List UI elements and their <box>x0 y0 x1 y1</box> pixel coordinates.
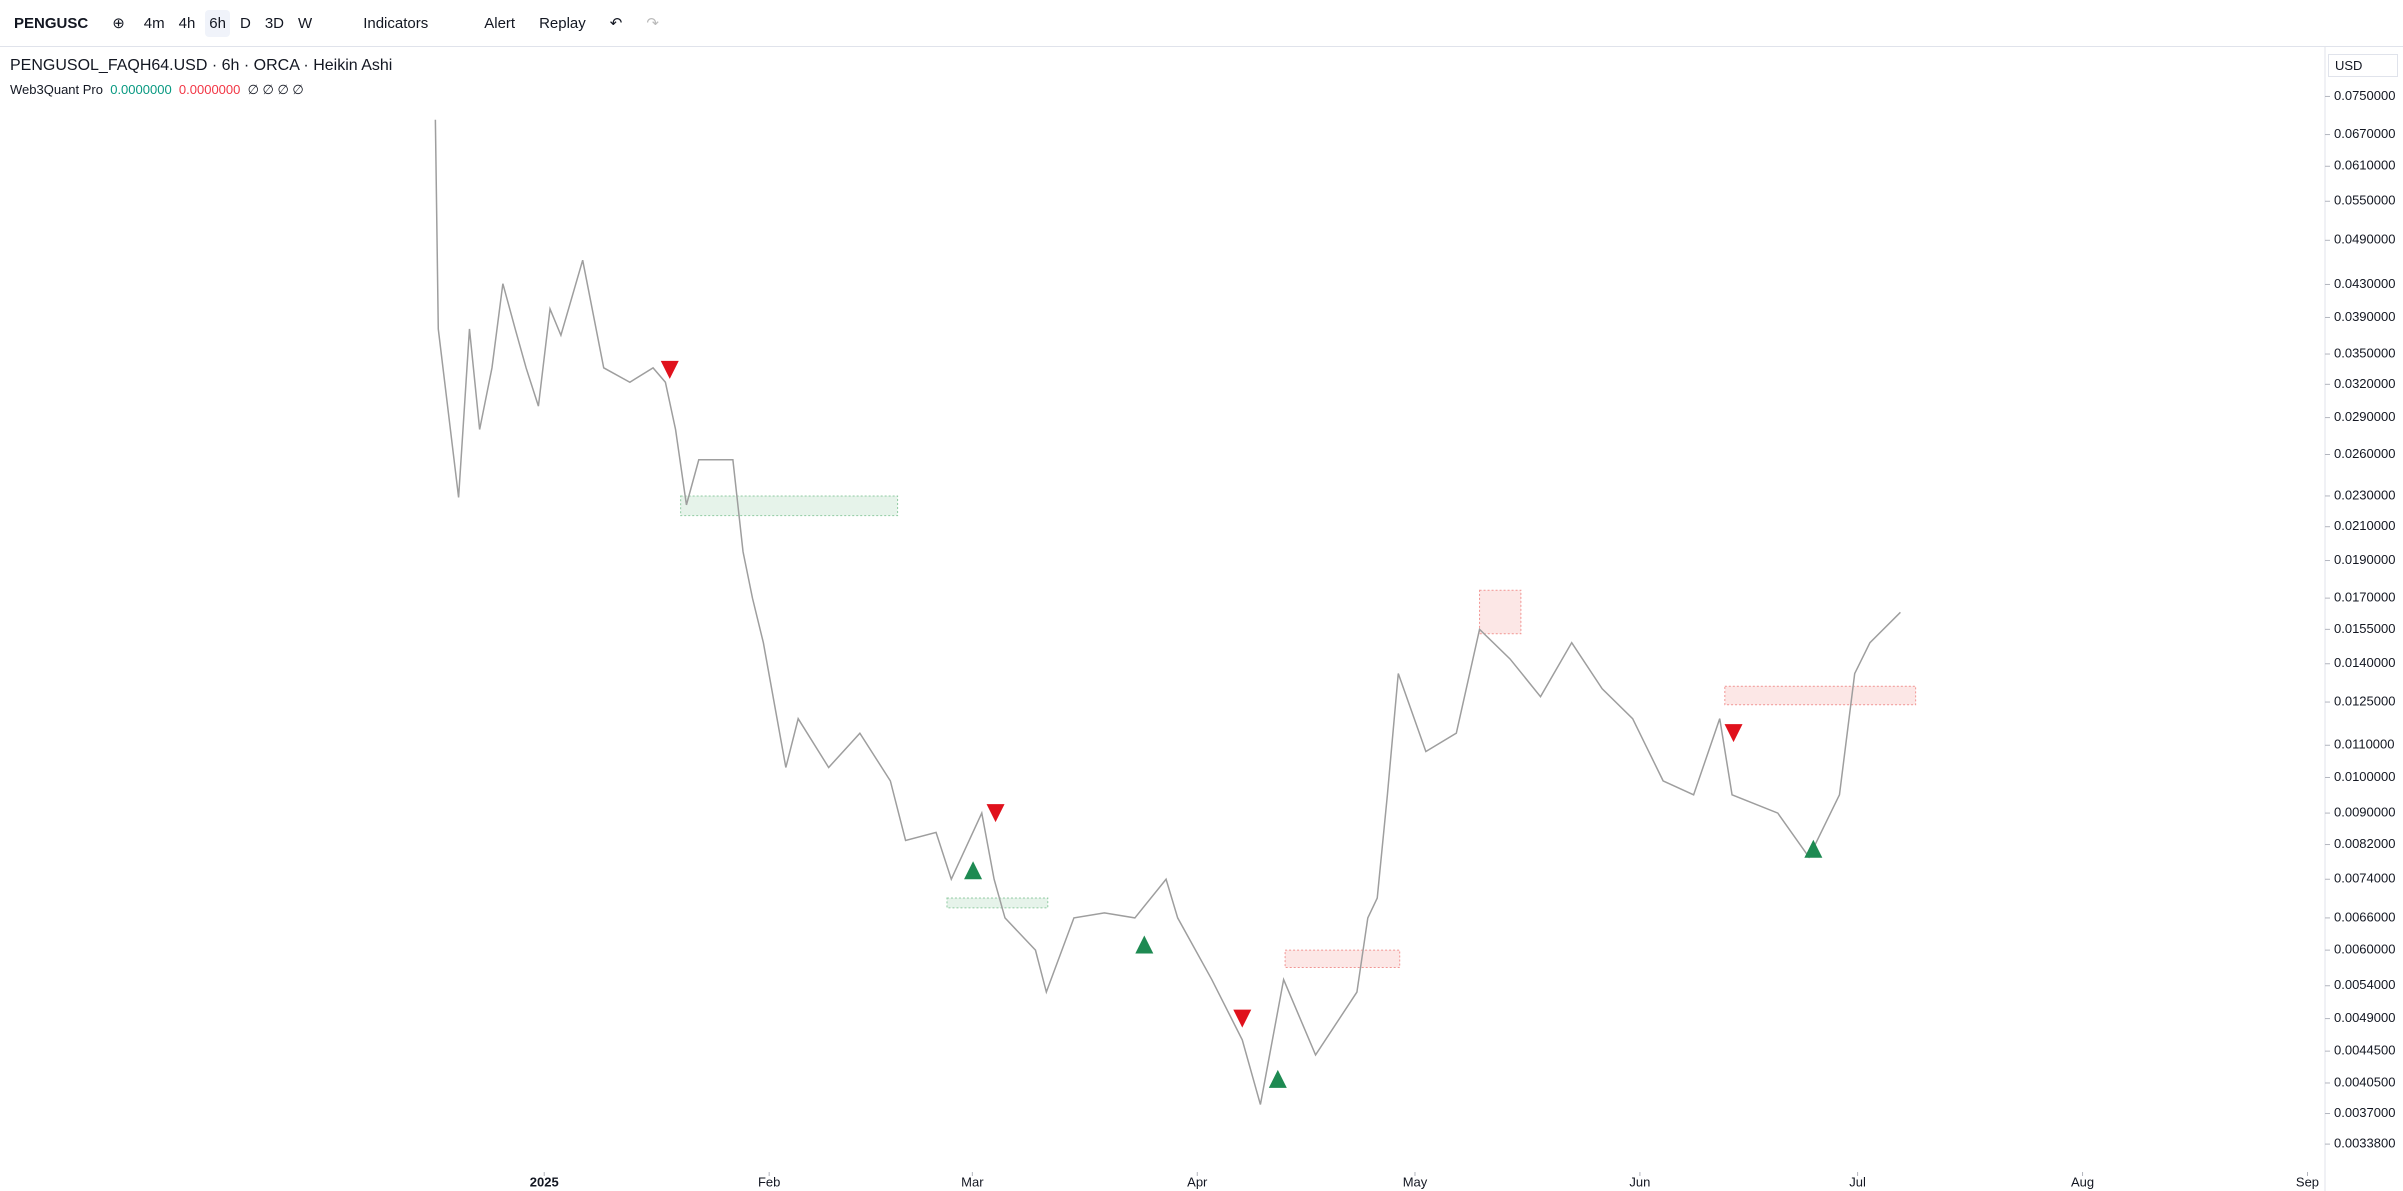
signal-marker <box>1135 935 1154 954</box>
indicator-value: 0.0000000 <box>178 82 241 97</box>
y-tick-label: 0.0430000 <box>2334 276 2395 291</box>
intervals: 4m 4h 6h D 3D W <box>137 9 319 37</box>
y-tick-label: 0.0260000 <box>2334 446 2395 461</box>
indicators-button[interactable]: Indicators <box>363 14 429 32</box>
y-tick-label: 0.0290000 <box>2334 409 2395 424</box>
y-tick-label: 0.0610000 <box>2334 158 2395 173</box>
x-tick-label: Sep <box>2296 1174 2319 1189</box>
y-tick-label: 0.0033800 <box>2334 1136 2395 1151</box>
x-tick-label: Jun <box>1629 1174 1650 1189</box>
y-tick-label: 0.0100000 <box>2334 769 2395 784</box>
y-tick-label: 0.0670000 <box>2334 126 2395 141</box>
y-tick-label: 0.0190000 <box>2334 552 2395 567</box>
y-tick-label: 0.0350000 <box>2334 345 2395 360</box>
toolbar: PENGUSC ⊕ 4m 4h 6h D 3D W Indicators Alert Re… <box>0 0 2403 47</box>
y-tick-label: 0.0090000 <box>2334 805 2395 820</box>
x-tick-label: 2025 <box>530 1174 559 1189</box>
redo[interactable]: ↷ <box>646 15 659 32</box>
interval-button[interactable]: D <box>239 14 251 32</box>
y-tick-label: 0.0060000 <box>2334 942 2395 957</box>
signal-marker <box>660 360 679 379</box>
alert-button[interactable]: Alert <box>484 14 516 32</box>
y-tick-label: 0.0750000 <box>2334 88 2395 103</box>
indicator-value: 0.0000000 <box>110 82 172 97</box>
x-tick-label: Mar <box>961 1174 984 1189</box>
y-tick-label: 0.0110000 <box>2334 737 2395 752</box>
y-tick-label: 0.0040500 <box>2334 1074 2395 1089</box>
x-tick-label: Apr <box>1187 1174 1208 1189</box>
y-tick-label: 0.0320000 <box>2334 376 2395 391</box>
y-tick-label: 0.0490000 <box>2334 232 2395 247</box>
zone <box>1284 949 1401 968</box>
y-tick-label: 0.0390000 <box>2334 309 2395 324</box>
undo[interactable]: ↶ <box>609 15 623 32</box>
zone <box>1479 589 1522 635</box>
zone <box>1724 685 1917 706</box>
y-tick-label: 0.0170000 <box>2334 590 2395 605</box>
y-tick-label: 0.0049000 <box>2334 1010 2395 1025</box>
x-tick-label: Jul <box>1849 1174 1866 1189</box>
y-tick-label: 0.0044500 <box>2334 1043 2395 1058</box>
zone <box>946 897 1049 909</box>
y-tick-label: 0.0082000 <box>2334 836 2395 851</box>
x-tick-label: Aug <box>2071 1174 2094 1189</box>
signal-marker <box>1233 1009 1252 1028</box>
price-line <box>434 119 1901 1105</box>
y-tick-label: 0.0550000 <box>2334 193 2395 208</box>
signal-marker <box>986 804 1005 823</box>
interval-button[interactable]: W <box>298 14 313 32</box>
interval-button[interactable]: 6h <box>205 9 230 37</box>
y-tick-label: 0.0054000 <box>2334 977 2395 992</box>
y-tick-label: 0.0230000 <box>2334 487 2395 502</box>
y-tick-label: 0.0155000 <box>2334 621 2395 636</box>
symbol-search[interactable]: PENGUSC <box>14 14 89 32</box>
signal-marker <box>1724 724 1743 743</box>
signal-marker <box>964 861 983 880</box>
interval-button[interactable]: 4m <box>143 14 165 32</box>
interval-button[interactable]: 3D <box>264 14 285 32</box>
currency-select[interactable]: USD <box>2328 54 2398 77</box>
indicator-value: ∅ ∅ ∅ ∅ <box>247 82 304 97</box>
y-tick-label: 0.0074000 <box>2334 871 2395 886</box>
x-tick-label: Feb <box>758 1174 780 1189</box>
indicator-name: Web3Quant Pro <box>10 82 103 97</box>
signal-marker <box>1804 839 1823 858</box>
interval-button[interactable]: 4h <box>178 14 196 32</box>
y-tick-label: 0.0037000 <box>2334 1105 2395 1120</box>
x-tick-label: May <box>1403 1174 1428 1189</box>
zone <box>680 495 899 517</box>
signal-marker <box>1268 1069 1287 1088</box>
y-tick-label: 0.0140000 <box>2334 655 2395 670</box>
indicator-row: Web3Quant Pro 0.0000000 0.0000000 ∅ ∅ ∅ … <box>10 78 392 102</box>
legend: PENGUSOL_FAQH64.USD · 6h · ORCA · Heikin… <box>10 54 392 102</box>
add-symbol[interactable]: ⊕ <box>112 15 125 32</box>
y-tick-label: 0.0210000 <box>2334 518 2395 533</box>
replay-button[interactable]: Replay <box>539 14 586 32</box>
y-tick-label: 0.0125000 <box>2334 693 2395 708</box>
series-title: PENGUSOL_FAQH64.USD · 6h · ORCA · Heikin… <box>10 57 393 74</box>
y-tick-label: 0.0066000 <box>2334 909 2395 924</box>
